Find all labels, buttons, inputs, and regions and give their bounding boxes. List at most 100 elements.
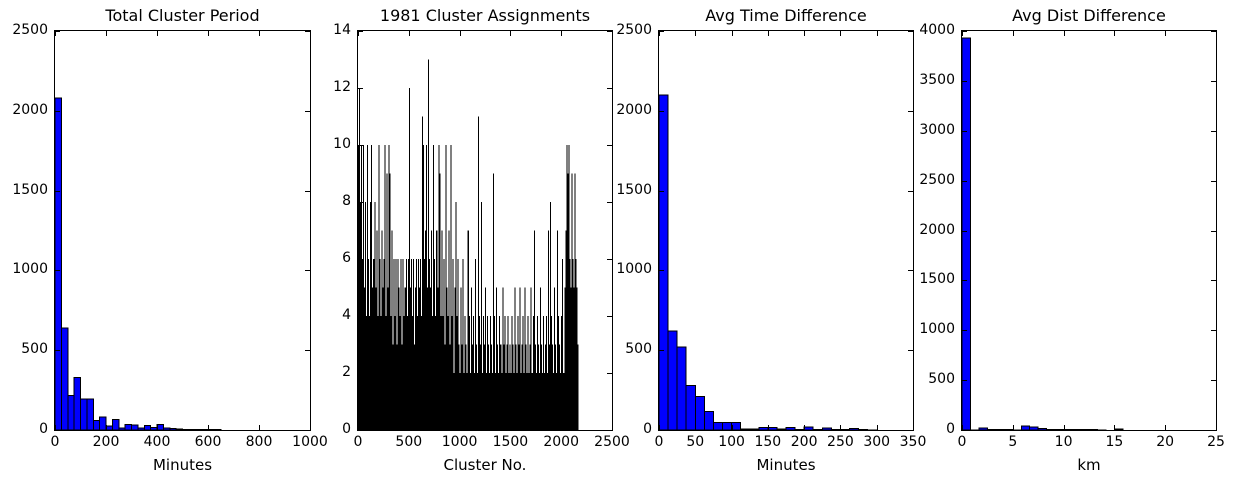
histogram-bar	[547, 230, 550, 430]
histogram-bar	[574, 173, 576, 430]
x-tick-label: 2000	[543, 434, 579, 450]
histogram-bar	[389, 173, 391, 430]
histogram-bar	[55, 97, 62, 430]
histogram-bar	[386, 173, 388, 430]
histogram-bar	[450, 145, 452, 430]
histogram-bar	[410, 259, 412, 430]
plot-area	[357, 30, 613, 431]
x-tick-label: 10	[1054, 434, 1073, 450]
histogram-bar	[525, 344, 527, 430]
histogram-bar	[404, 287, 406, 430]
histogram-bar	[430, 287, 432, 430]
histogram-bar	[534, 344, 536, 430]
histogram-bar	[99, 416, 107, 430]
histogram-bar	[962, 37, 971, 430]
histogram-bar	[395, 259, 397, 430]
histogram-bar	[454, 287, 456, 430]
histogram-bar	[397, 259, 399, 430]
y-tick-label: 0	[946, 421, 955, 437]
histogram-bar	[452, 259, 454, 430]
x-tick-label: 0	[957, 434, 967, 450]
x-axis-label: Minutes	[756, 456, 816, 474]
histogram-bar	[433, 145, 435, 430]
y-tick-label: 1500	[616, 181, 652, 198]
histogram-bar	[526, 373, 528, 430]
histogram-bar	[545, 316, 547, 430]
histogram-bar	[530, 287, 532, 430]
histogram-bars	[659, 31, 913, 430]
histogram-bar	[995, 429, 1005, 430]
histogram-bars	[358, 31, 612, 430]
histogram-bar	[358, 145, 360, 430]
histogram-bar	[380, 316, 382, 430]
histogram-bar	[1113, 428, 1124, 430]
y-tick-label: 1000	[12, 261, 48, 278]
histogram-bar	[406, 316, 408, 430]
histogram-bar	[554, 287, 556, 430]
x-tick-label: 200	[92, 434, 120, 450]
histogram-bar	[575, 259, 577, 430]
histogram-bar	[458, 344, 460, 430]
y-tick-label: 8	[342, 193, 351, 209]
y-tick-label: 500	[625, 341, 652, 358]
histogram-bar	[553, 373, 555, 430]
histogram-bar	[437, 287, 439, 430]
histogram-bar	[568, 145, 570, 430]
histogram-bar	[419, 259, 421, 430]
histogram-bar	[540, 344, 542, 430]
histogram-bar	[403, 316, 405, 430]
y-tick-label: 2500	[616, 22, 652, 38]
chart-title: Total Cluster Period	[105, 6, 260, 25]
histogram-bar	[387, 287, 389, 430]
y-tick-label: 500	[928, 371, 955, 388]
histogram-bar	[520, 373, 522, 430]
histogram-bar	[533, 230, 535, 430]
histogram-bar	[375, 287, 377, 430]
histogram-bar	[502, 287, 504, 430]
histogram-bar	[535, 373, 537, 430]
histogram-bar	[398, 287, 400, 430]
histogram-bar	[373, 259, 375, 430]
histogram-bar	[508, 373, 510, 430]
histogram-bar	[415, 259, 417, 430]
histogram-bar	[571, 173, 573, 430]
histogram-bar	[366, 316, 368, 430]
x-tick-label: 800	[245, 434, 273, 450]
histogram-bar	[427, 287, 429, 430]
histogram-bar	[543, 373, 545, 430]
x-tick-label: 50	[686, 434, 705, 450]
chart-title: 1981 Cluster Assignments	[379, 6, 591, 25]
histogram-bar	[544, 344, 546, 430]
histogram-bar	[1003, 429, 1014, 430]
histogram-bar	[1020, 425, 1031, 430]
histogram-bar	[408, 88, 410, 430]
histogram-bar	[465, 344, 467, 430]
histogram-bar	[482, 316, 484, 430]
histogram-bar	[515, 344, 517, 430]
histogram-bar	[567, 173, 569, 430]
y-tick-label: 0	[643, 421, 652, 437]
histogram-bar	[423, 145, 425, 430]
histogram-bar	[576, 287, 578, 430]
histogram-bar	[552, 344, 554, 430]
histogram-bar	[477, 116, 479, 430]
histogram-bar	[557, 230, 559, 430]
histogram-bar	[418, 287, 420, 430]
histogram-bar	[362, 259, 364, 430]
y-tick-label: 0	[39, 421, 48, 437]
histogram-bar	[480, 202, 482, 430]
histogram-bar	[497, 344, 499, 430]
histogram-bar	[514, 287, 516, 430]
histogram-bar	[489, 373, 491, 430]
histogram-bar	[507, 316, 509, 430]
histogram-bar	[464, 316, 466, 430]
histogram-bar	[785, 426, 796, 430]
x-tick-label: 1000	[292, 434, 328, 450]
histogram-bar	[455, 202, 457, 430]
histogram-bar	[978, 427, 988, 430]
y-tick-label: 4000	[919, 22, 955, 38]
histogram-bar	[363, 145, 365, 430]
histogram-bar	[475, 344, 477, 430]
histogram-bar	[392, 344, 394, 430]
